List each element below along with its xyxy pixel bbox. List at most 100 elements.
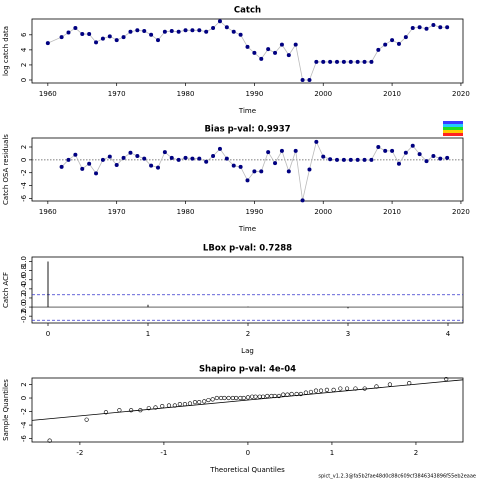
point [335,59,340,64]
y-tick-label: 2 [20,145,28,149]
y-tick-label: 0 [20,158,28,162]
point [177,402,182,407]
point [369,59,374,64]
point [226,395,231,401]
point [128,150,133,155]
point [266,150,271,155]
point [135,154,140,158]
point [252,50,257,55]
y-tick-label: 0.4 [20,283,28,295]
y-tick-label: 0 [20,396,28,400]
point [114,163,119,167]
point [66,157,71,162]
x-tick-label: 1960 [39,208,57,216]
point [169,29,174,34]
point [285,392,290,397]
point [318,388,324,393]
footer: spict_v1.2.3@fa5b2fae48d0c88c609cf384634… [318,474,476,480]
x-tick-label: 1970 [108,90,126,98]
x-tick-label: 0 [246,449,250,457]
point [190,156,195,161]
y-tick-label: -6 [20,435,28,443]
point [260,394,266,399]
x-tick-label: 1990 [245,208,263,216]
point [259,169,264,174]
point [80,166,85,171]
point [387,382,393,387]
point [348,59,353,64]
point [59,164,64,169]
point [341,59,346,64]
point [403,150,408,155]
point [94,40,99,45]
point [444,376,449,382]
plot-frame [31,18,464,84]
point [383,148,388,153]
point [355,59,360,64]
point [279,148,284,153]
point [197,28,202,33]
point [59,35,64,40]
point [217,19,222,24]
y-axis-label: Sample Quantiles [2,379,10,441]
point [128,29,133,34]
y-axis-label: Catch OSA residuals [2,134,10,205]
point [396,161,401,166]
y-tick-label: -0.2 [20,309,28,323]
plot-frame [31,137,464,202]
y-tick-label: -2 [20,408,28,415]
point [231,29,236,34]
point [103,410,109,415]
point [362,157,367,162]
point [314,59,319,64]
y-tick-label: -4 [20,421,28,429]
point [328,59,333,64]
y-tick-label: 2 [20,63,28,67]
point [335,157,340,162]
point [273,161,278,166]
point [73,26,78,31]
point [224,156,229,161]
point [279,42,284,47]
y-tick-label: 0 [20,78,28,82]
x-tick-label: 1960 [39,90,57,98]
point [234,395,239,401]
y-tick-label: 1.0 [20,256,28,267]
point [142,29,147,34]
point [176,29,181,34]
x-tick-label: 1980 [177,208,195,216]
point [87,32,92,37]
point [149,32,154,37]
point [390,148,395,153]
point [197,399,202,405]
point [344,386,350,391]
point [313,388,319,393]
point [166,403,172,408]
point [190,28,195,33]
plot-frame [31,377,464,443]
point [417,152,422,157]
point [73,152,78,157]
x-axis-label: Theoretical Quantiles [209,466,285,474]
series-line [47,20,448,81]
x-tick-label: 4 [446,330,451,338]
point [211,26,216,31]
x-tick-label: 2000 [314,208,332,216]
point [121,155,126,160]
point [172,403,177,408]
y-tick-label: -4 [20,182,28,190]
point [146,406,151,411]
point [100,157,105,162]
x-tick-label: 2020 [452,90,470,98]
x-tick-label: 1 [330,449,334,457]
point [321,59,326,64]
point [87,161,92,166]
point [307,167,312,172]
point [424,159,429,164]
point [374,384,379,389]
panel-title: Catch [234,6,261,16]
point [222,395,227,401]
y-tick-label: 6 [20,32,28,37]
y-tick-label: 0.6 [20,274,28,286]
